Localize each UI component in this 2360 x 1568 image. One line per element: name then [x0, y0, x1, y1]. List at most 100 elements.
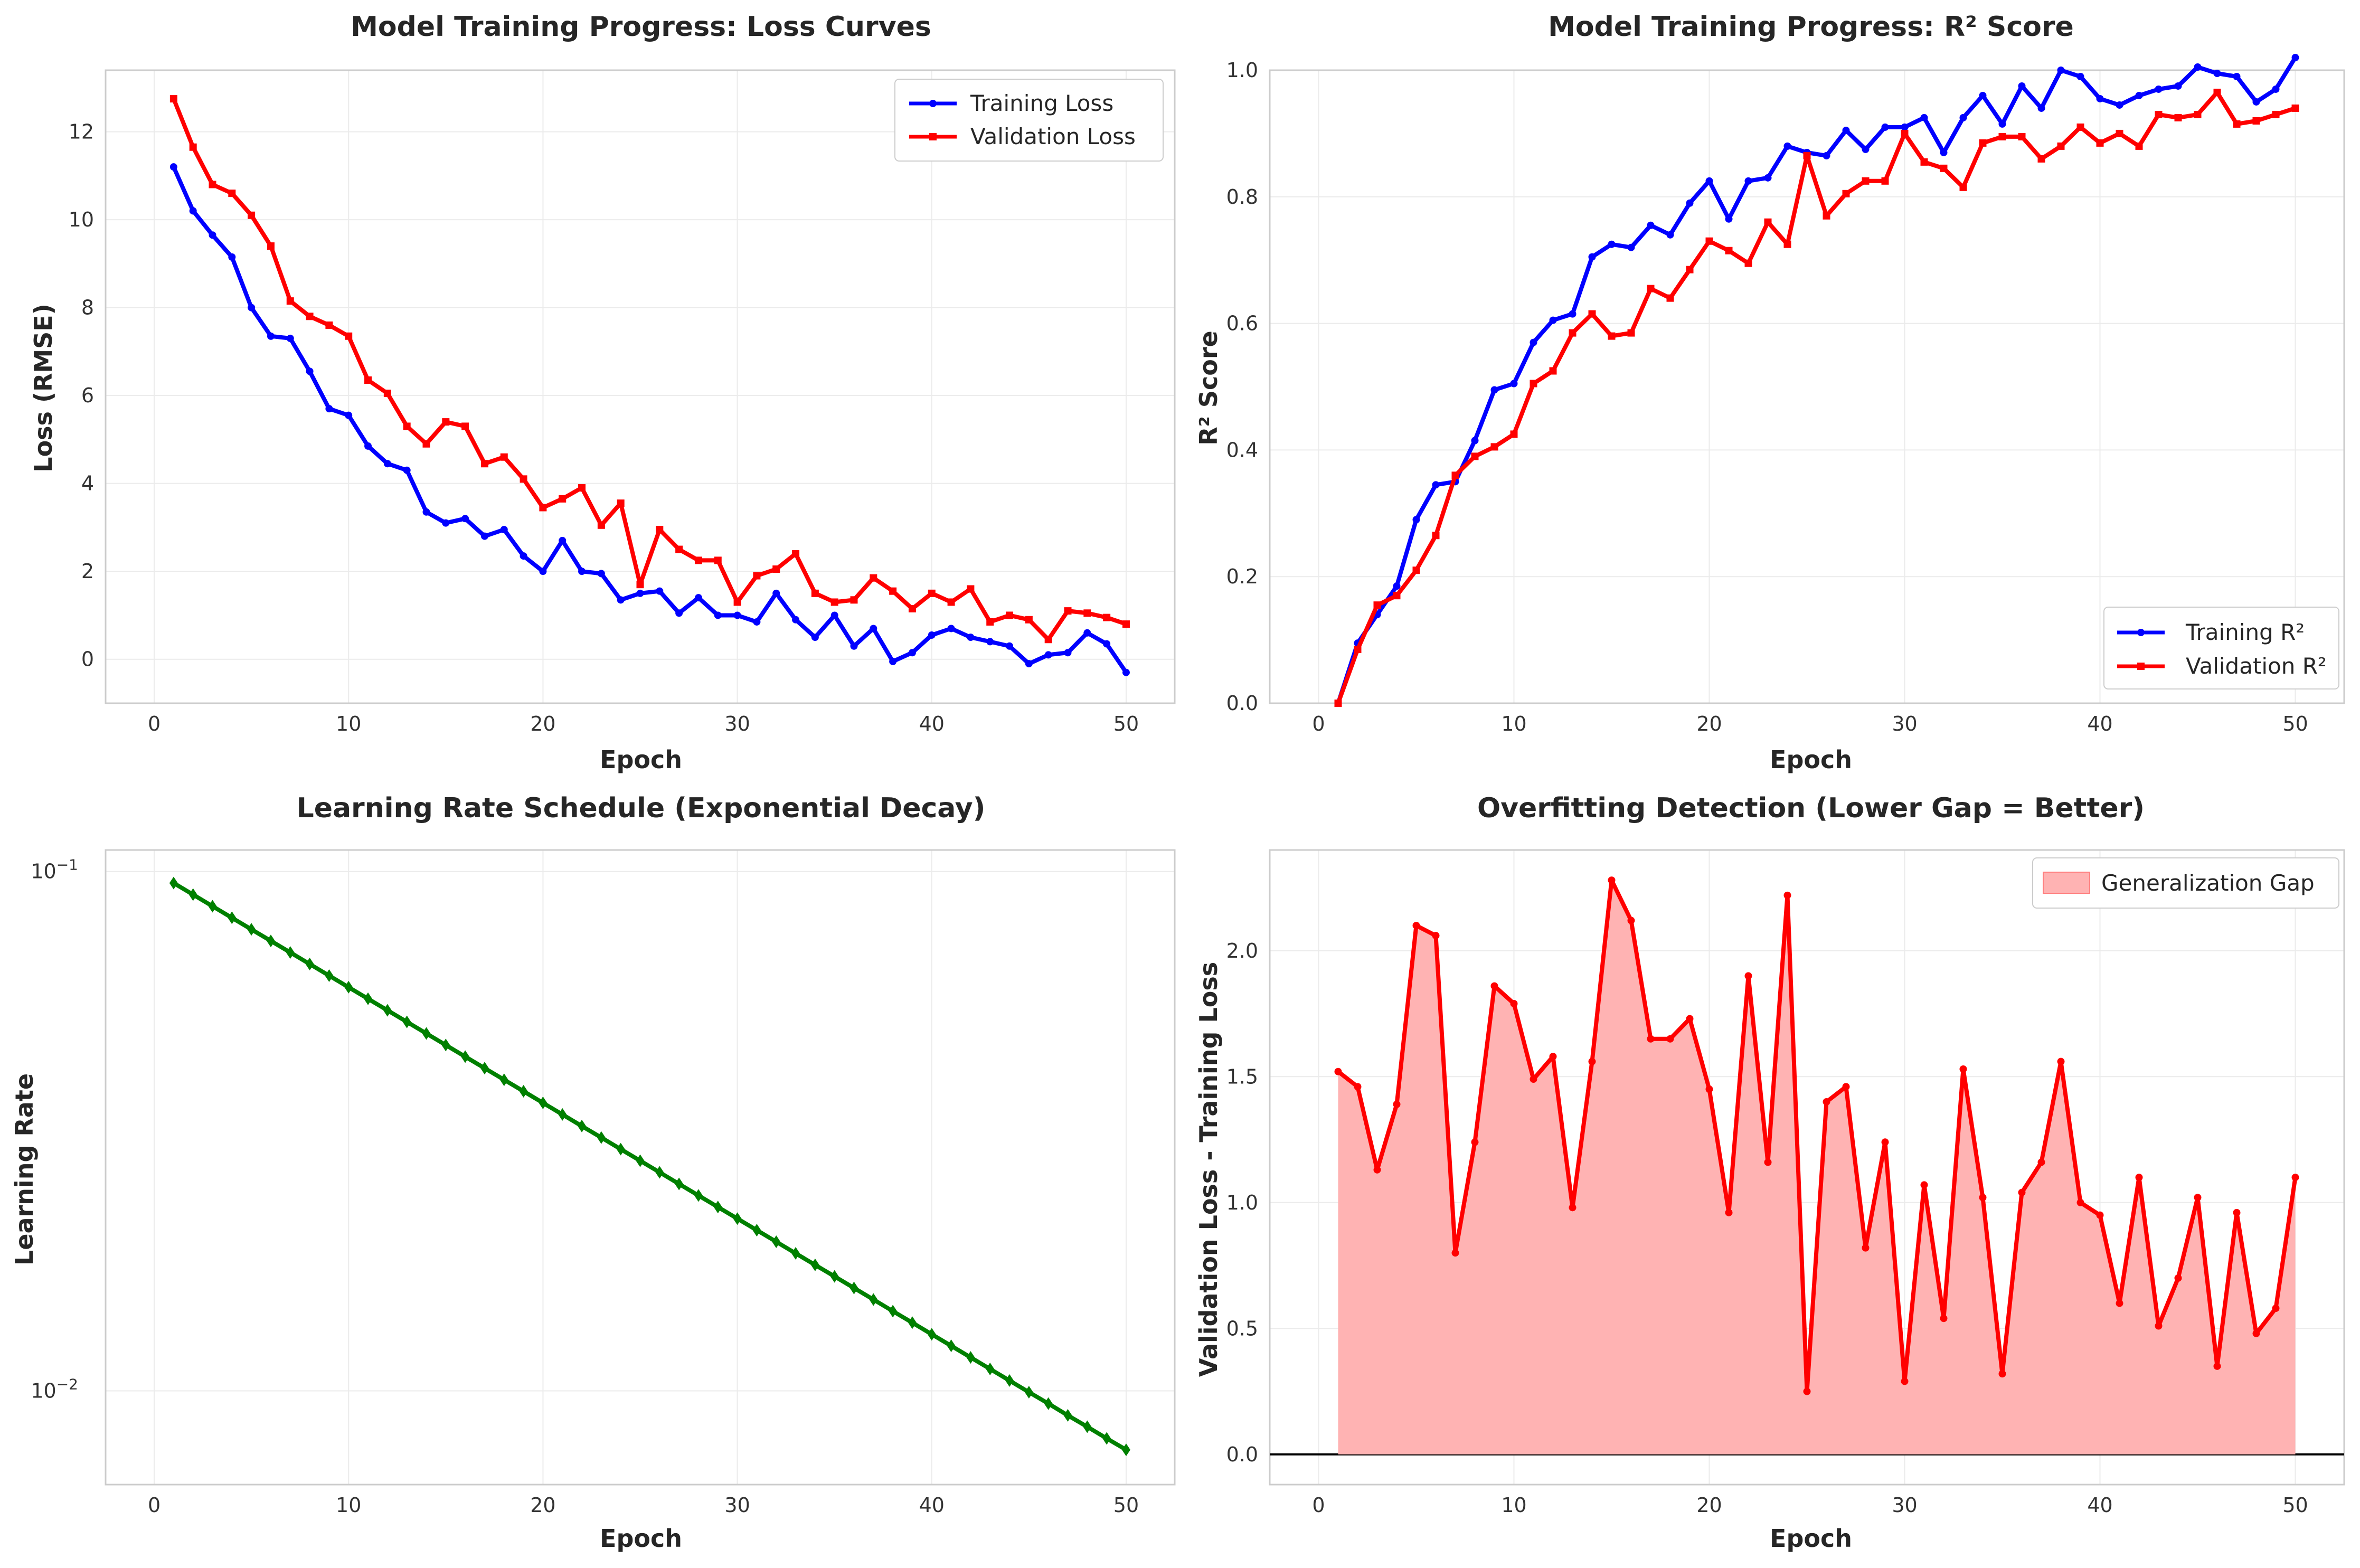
loss-legend-box [894, 79, 1164, 162]
r2-ytick-label: 0.8 [1226, 185, 1258, 209]
r2-series-1-point [1627, 329, 1635, 337]
loss-series-0-point [1122, 668, 1130, 676]
gap-series-0-point [1588, 1057, 1596, 1065]
r2-series-1-point [1354, 646, 1362, 654]
r2-legend-box [2103, 607, 2339, 689]
loss-series-0-point [792, 616, 800, 624]
r2-series-0-point [1471, 437, 1479, 445]
lr-series-0-point [908, 1316, 917, 1329]
loss-series-1-point [986, 618, 994, 626]
loss-xtick-label: 50 [1113, 712, 1139, 735]
loss-series-1-point [403, 422, 411, 430]
lr-xtick-label: 40 [919, 1494, 945, 1517]
loss-series-0-point [403, 466, 411, 474]
gap-series-0-point [2135, 1174, 2143, 1182]
r2-ytick-label: 0.4 [1226, 438, 1258, 461]
lr-xtick-label: 10 [336, 1494, 361, 1517]
loss-series-1-point [325, 321, 333, 329]
training-loss-legend-label: Training Loss [970, 90, 1113, 116]
gap-xtick-label: 0 [1312, 1494, 1325, 1517]
loss-series-1-point [1064, 607, 1072, 615]
gap-series-0-point [1393, 1100, 1401, 1108]
lr-series-0-point [733, 1212, 742, 1225]
loss-series-0-point [714, 611, 722, 619]
r2-series-1-point [1959, 183, 1967, 191]
lr-series-0-point [519, 1085, 528, 1098]
loss-series-1-point [364, 376, 372, 384]
r2-series-1-point [1686, 266, 1694, 273]
lr-series-0-point [499, 1073, 508, 1087]
r2-chart-xlabel: Epoch [1770, 745, 1852, 774]
loss-series-1-point [850, 596, 858, 604]
lr-xtick-label: 0 [148, 1494, 161, 1517]
r2-series-0-point [1530, 338, 1537, 346]
lr-series-0-point [810, 1258, 819, 1271]
r2-series-1-point [2272, 110, 2280, 118]
r2-series-0-point [1901, 123, 1909, 131]
lr-series-0-point [1044, 1397, 1053, 1410]
r2-series-1-point [1823, 212, 1830, 220]
gap-series-0-point [1666, 1035, 1674, 1043]
loss-series-0-point [1025, 660, 1033, 668]
lr-chart-title: Learning Rate Schedule (Exponential Deca… [297, 792, 986, 824]
lr-series-0-point [889, 1305, 898, 1318]
r2-series-0-point [2018, 82, 2026, 90]
lr-axes-frame [105, 849, 1176, 1486]
loss-series-1-point [967, 585, 975, 593]
r2-series-1-point [2096, 139, 2104, 147]
loss-series-0-point [675, 609, 683, 617]
loss-series-0-point [325, 405, 333, 413]
r2-series-1-point [1881, 177, 1889, 185]
gap-legend-swatch [2043, 872, 2090, 894]
gap-series-0-point [2174, 1274, 2182, 1282]
loss-series-0-point [694, 594, 702, 602]
loss-series-1-point [422, 440, 430, 448]
loss-series-0-point [461, 515, 469, 523]
r2-axes-frame [1269, 69, 2345, 704]
r2-series-1-point [2174, 114, 2182, 121]
gap-xtick-label: 30 [1892, 1494, 1917, 1517]
loss-ytick-label: 12 [69, 120, 94, 144]
lr-chart-xlabel: Epoch [600, 1524, 682, 1553]
gap-series-0-point [1979, 1194, 1987, 1202]
loss-series-1-point [947, 598, 955, 606]
gap-series-0-point [1608, 876, 1616, 884]
r2-series-0-point [1490, 386, 1498, 394]
r2-series-0-point [1725, 215, 1733, 223]
loss-chart-title: Model Training Progress: Loss Curves [351, 11, 931, 43]
gap-series-0-point [1940, 1315, 1948, 1323]
loss-series-1-point [383, 389, 391, 397]
loss-series-0-point [870, 625, 877, 632]
r2-series-0-point [1588, 253, 1596, 261]
r2-series-0-point [2076, 72, 2084, 80]
r2-series-1-point [1334, 700, 1342, 707]
lr-ytick-label: 10−2 [31, 1375, 78, 1402]
lr-series-0-point [402, 1015, 411, 1028]
lr-series-0-point [675, 1177, 684, 1191]
loss-series-1-point [1083, 609, 1091, 617]
lr-series-0-point [986, 1362, 995, 1375]
loss-ytick-label: 6 [81, 384, 94, 407]
loss-series-0-point [169, 163, 177, 171]
panel-overfitting: Overfitting Detection (Lower Gap = Bette… [1194, 792, 2345, 1553]
r2-series-1-point [1412, 566, 1420, 574]
r2-series-0-point [1412, 516, 1420, 524]
gap-series-0-point [2057, 1057, 2065, 1065]
r2-series-1-point [1608, 332, 1616, 340]
loss-xtick-label: 0 [148, 712, 161, 735]
r2-series-1-point [1705, 237, 1713, 245]
r2-series-1-point [1588, 310, 1596, 318]
r2-series-0-point [2252, 98, 2260, 106]
loss-xtick-label: 10 [336, 712, 361, 735]
loss-series-1-point [811, 589, 819, 597]
r2-ytick-label: 0.2 [1226, 565, 1258, 588]
training-r2-legend-label: Training R² [2185, 619, 2305, 645]
loss-series-1-point [520, 475, 527, 483]
r2-series-0-point [1686, 199, 1694, 207]
lr-series-0-point [325, 969, 334, 982]
r2-series-0-point [1920, 114, 1928, 121]
lr-series-0-point [441, 1038, 450, 1052]
validation-loss-legend-marker [929, 133, 937, 140]
loss-chart-xlabel: Epoch [600, 745, 682, 774]
loss-series-0-point [636, 589, 644, 597]
